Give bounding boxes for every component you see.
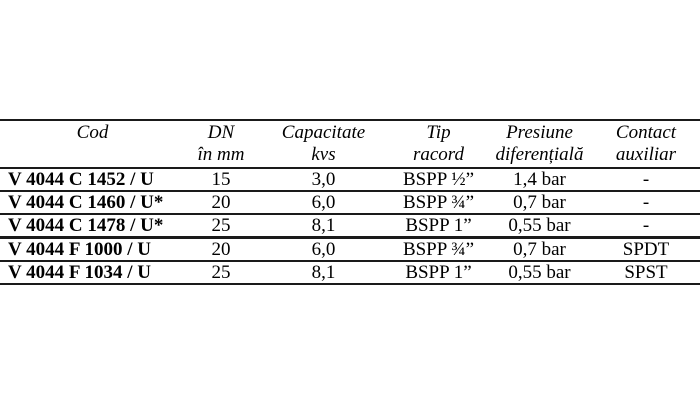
cell-cod: V 4044 C 1452 / U xyxy=(8,169,154,190)
cell-kvs: 6,0 xyxy=(311,192,336,213)
col-header-dn-line2: în mm xyxy=(197,143,245,165)
cell-cod: V 4044 F 1000 / U xyxy=(8,239,152,260)
cell-presiune: 0,55 bar xyxy=(508,215,571,236)
cell-presiune: 0,7 bar xyxy=(513,192,566,213)
col-header-tip-racord-line1: Tip xyxy=(426,122,451,143)
cell-racord: BSPP 1” xyxy=(405,215,472,236)
cell-dn: 25 xyxy=(211,262,231,283)
cell-dn: 20 xyxy=(211,239,231,260)
cell-racord: BSPP 1” xyxy=(405,262,472,283)
cell-kvs: 8,1 xyxy=(311,262,336,283)
col-header-capacitate: Capacitate kvs xyxy=(257,120,390,169)
cell-kvs: 3,0 xyxy=(311,169,336,190)
cell-cod: V 4044 C 1478 / U* xyxy=(8,215,164,236)
cell-racord: BSPP ½” xyxy=(402,169,475,190)
col-header-dn: DN în mm xyxy=(185,120,257,169)
table-row: V 4044 F 1034 / U 25 8,1 BSPP 1” 0,55 ba… xyxy=(0,261,700,284)
col-header-contact-line2: auxiliar xyxy=(615,143,677,165)
col-header-dn-line1: DN xyxy=(207,122,235,143)
cell-contact: SPST xyxy=(624,262,668,283)
col-header-tip-racord-line2: racord xyxy=(412,143,465,165)
cell-contact: - xyxy=(642,192,650,213)
cell-cod: V 4044 C 1460 / U* xyxy=(8,192,164,213)
col-header-presiune-line2: diferențială xyxy=(495,143,584,165)
cell-cod: V 4044 F 1034 / U xyxy=(8,262,152,283)
valve-spec-table: Cod DN în mm Capacitate kvs Tip racord P… xyxy=(0,119,700,285)
col-header-capacitate-line1: Capacitate xyxy=(281,122,366,143)
cell-contact: SPDT xyxy=(622,239,670,260)
cell-presiune: 0,7 bar xyxy=(513,239,566,260)
col-header-presiune-line1: Presiune xyxy=(506,122,573,143)
col-header-presiune: Presiune diferențială xyxy=(487,120,592,169)
cell-dn: 25 xyxy=(211,215,231,236)
header-row: Cod DN în mm Capacitate kvs Tip racord P… xyxy=(0,120,700,169)
cell-presiune: 0,55 bar xyxy=(508,262,571,283)
cell-contact: - xyxy=(642,169,650,190)
cell-presiune: 1,4 bar xyxy=(513,169,566,190)
cell-dn: 15 xyxy=(211,169,231,190)
col-header-cod: Cod xyxy=(0,120,185,169)
table-row: V 4044 F 1000 / U 20 6,0 BSPP ¾” 0,7 bar… xyxy=(0,238,700,261)
cell-kvs: 8,1 xyxy=(311,215,336,236)
col-header-contact: Contact auxiliar xyxy=(592,120,700,169)
cell-racord: BSPP ¾” xyxy=(402,239,475,260)
table-row: V 4044 C 1452 / U 15 3,0 BSPP ½” 1,4 bar… xyxy=(0,168,700,191)
cell-contact: - xyxy=(642,215,650,236)
table-row: V 4044 C 1478 / U* 25 8,1 BSPP 1” 0,55 b… xyxy=(0,214,700,238)
col-header-capacitate-line2: kvs xyxy=(311,143,336,165)
col-header-tip-racord: Tip racord xyxy=(390,120,487,169)
cell-racord: BSPP ¾” xyxy=(402,192,475,213)
cell-dn: 20 xyxy=(211,192,231,213)
col-header-cod-line1: Cod xyxy=(76,122,109,143)
col-header-contact-line1: Contact xyxy=(615,122,677,143)
table-row: V 4044 C 1460 / U* 20 6,0 BSPP ¾” 0,7 ba… xyxy=(0,191,700,214)
cell-kvs: 6,0 xyxy=(311,239,336,260)
